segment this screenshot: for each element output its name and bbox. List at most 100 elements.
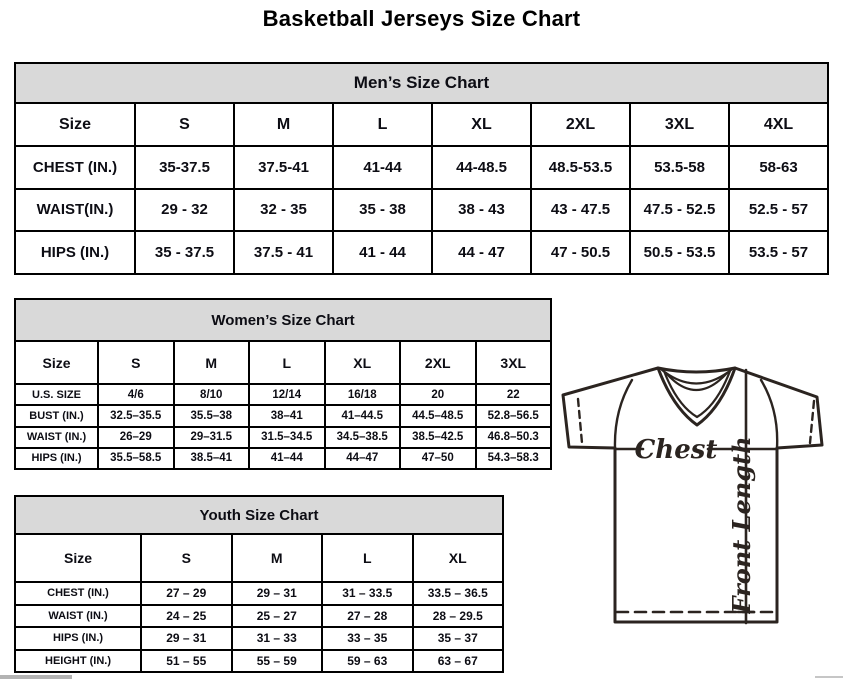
value-cell: 52.5 - 57 [728,187,829,233]
column-header: L [248,340,326,385]
table-title: Women’s Size Chart [14,298,552,342]
value-cell: 31 – 33.5 [321,581,414,606]
row-label: WAIST(IN.) [14,187,136,233]
table-title-row: Youth Size Chart [14,495,504,535]
value-cell: 53.5-58 [629,145,730,190]
value-cell: 47.5 - 52.5 [629,187,730,233]
column-header: XL [323,340,401,385]
value-cell: 27 – 28 [321,603,414,628]
row-label: HIPS (IN.) [14,626,142,651]
column-header: Size [14,340,99,385]
value-cell: 44.5–48.5 [399,404,477,428]
value-cell: 41–44 [248,446,326,471]
column-header: M [230,533,323,583]
column-header: 2XL [530,102,631,147]
value-cell: 31.5–34.5 [248,425,326,449]
value-cell: 51 – 55 [140,648,233,673]
value-cell: 55 – 59 [230,648,323,673]
table-row: HIPS (IN.) 35 - 37.5 37.5 - 41 41 - 44 44 - … [14,230,829,275]
value-cell: 22 [474,382,552,407]
table-title: Men’s Size Chart [14,62,829,104]
value-cell: 31 – 33 [230,626,323,651]
column-header: 2XL [399,340,477,385]
column-header: M [172,340,250,385]
value-cell: 16/18 [323,382,401,407]
value-cell: 44-48.5 [431,145,532,190]
value-cell: 29 – 31 [140,626,233,651]
value-cell: 35 – 37 [411,626,504,651]
front-length-label: Front Length [727,436,756,614]
column-header: Size [14,533,142,583]
row-label: WAIST (IN.) [14,425,99,449]
value-cell: 29 – 31 [230,581,323,606]
value-cell: 41-44 [332,145,433,190]
value-cell: 26–29 [97,425,175,449]
column-header: 3XL [629,102,730,147]
collar-outer-v [656,366,737,427]
table-row: CHEST (IN.) 27 – 29 29 – 31 31 – 33.5 33.5 –… [14,581,504,606]
table-title-row: Men’s Size Chart [14,62,829,104]
row-label: HIPS (IN.) [14,446,99,471]
right-armhole-seam [759,378,779,450]
youth-size-chart-table: Youth Size Chart Size S M L XL CHEST (IN.) 27 –… [14,495,504,673]
value-cell: 12/14 [248,382,326,407]
value-cell: 53.5 - 57 [728,230,829,275]
row-label: CHEST (IN.) [14,581,142,606]
column-header: 3XL [474,340,552,385]
chest-label: Chest [635,435,718,465]
left-cuff-dashed-line [576,397,584,445]
table-row: WAIST (IN.) 24 – 25 25 – 27 27 – 28 28 – 29.… [14,603,504,628]
row-label: WAIST (IN.) [14,603,142,628]
row-label: CHEST (IN.) [14,145,136,190]
value-cell: 28 – 29.5 [411,603,504,628]
value-cell: 25 – 27 [230,603,323,628]
column-header-row: Size S M L XL [14,533,504,583]
row-label: HEIGHT (IN.) [14,648,142,673]
mens-size-chart-table: Men’s Size Chart Size S M L XL 2XL 3XL 4XL CHEST … [14,62,829,275]
womens-size-chart-table: Women’s Size Chart Size S M L XL 2XL 3XL U.S. SI… [14,298,552,471]
value-cell: 37.5-41 [233,145,334,190]
value-cell: 33.5 – 36.5 [411,581,504,606]
row-label: BUST (IN.) [14,404,99,428]
value-cell: 34.5–38.5 [323,425,401,449]
value-cell: 46.8–50.3 [474,425,552,449]
table-row: U.S. SIZE 4/6 8/10 12/14 16/18 20 22 [14,382,552,407]
value-cell: 20 [399,382,477,407]
value-cell: 32.5–35.5 [97,404,175,428]
table-row: HIPS (IN.) 35.5–58.5 38.5–41 41–44 44–47 47–5… [14,446,552,471]
value-cell: 4/6 [97,382,175,407]
value-cell: 38–41 [248,404,326,428]
value-cell: 44–47 [323,446,401,471]
left-armhole-seam [613,378,634,450]
table-row: BUST (IN.) 32.5–35.5 35.5–38 38–41 41–44.5 44… [14,404,552,428]
value-cell: 35.5–58.5 [97,446,175,471]
value-cell: 38.5–41 [172,446,250,471]
jersey-outline-shape [561,366,824,624]
value-cell: 41–44.5 [323,404,401,428]
value-cell: 35-37.5 [134,145,235,190]
value-cell: 29–31.5 [172,425,250,449]
value-cell: 35 - 37.5 [134,230,235,275]
horizontal-scrollbar-thumb-right[interactable] [815,676,843,678]
column-header-row: Size S M L XL 2XL 3XL [14,340,552,385]
value-cell: 58-63 [728,145,829,190]
column-header-row: Size S M L XL 2XL 3XL 4XL [14,102,829,147]
collar-rib-curve-2 [664,371,729,392]
column-header: S [140,533,233,583]
value-cell: 35.5–38 [172,404,250,428]
right-cuff-dashed-line [808,399,816,445]
value-cell: 32 - 35 [233,187,334,233]
horizontal-scrollbar-thumb-left[interactable] [0,675,72,679]
jersey-measurement-diagram: Chest Front Length [561,366,824,625]
value-cell: 48.5-53.5 [530,145,631,190]
column-header: XL [411,533,504,583]
value-cell: 44 - 47 [431,230,532,275]
value-cell: 38 - 43 [431,187,532,233]
collar-inner-v [662,369,732,419]
value-cell: 29 - 32 [134,187,235,233]
value-cell: 43 - 47.5 [530,187,631,233]
column-header: Size [14,102,136,147]
value-cell: 47 - 50.5 [530,230,631,275]
value-cell: 52.8–56.5 [474,404,552,428]
value-cell: 24 – 25 [140,603,233,628]
